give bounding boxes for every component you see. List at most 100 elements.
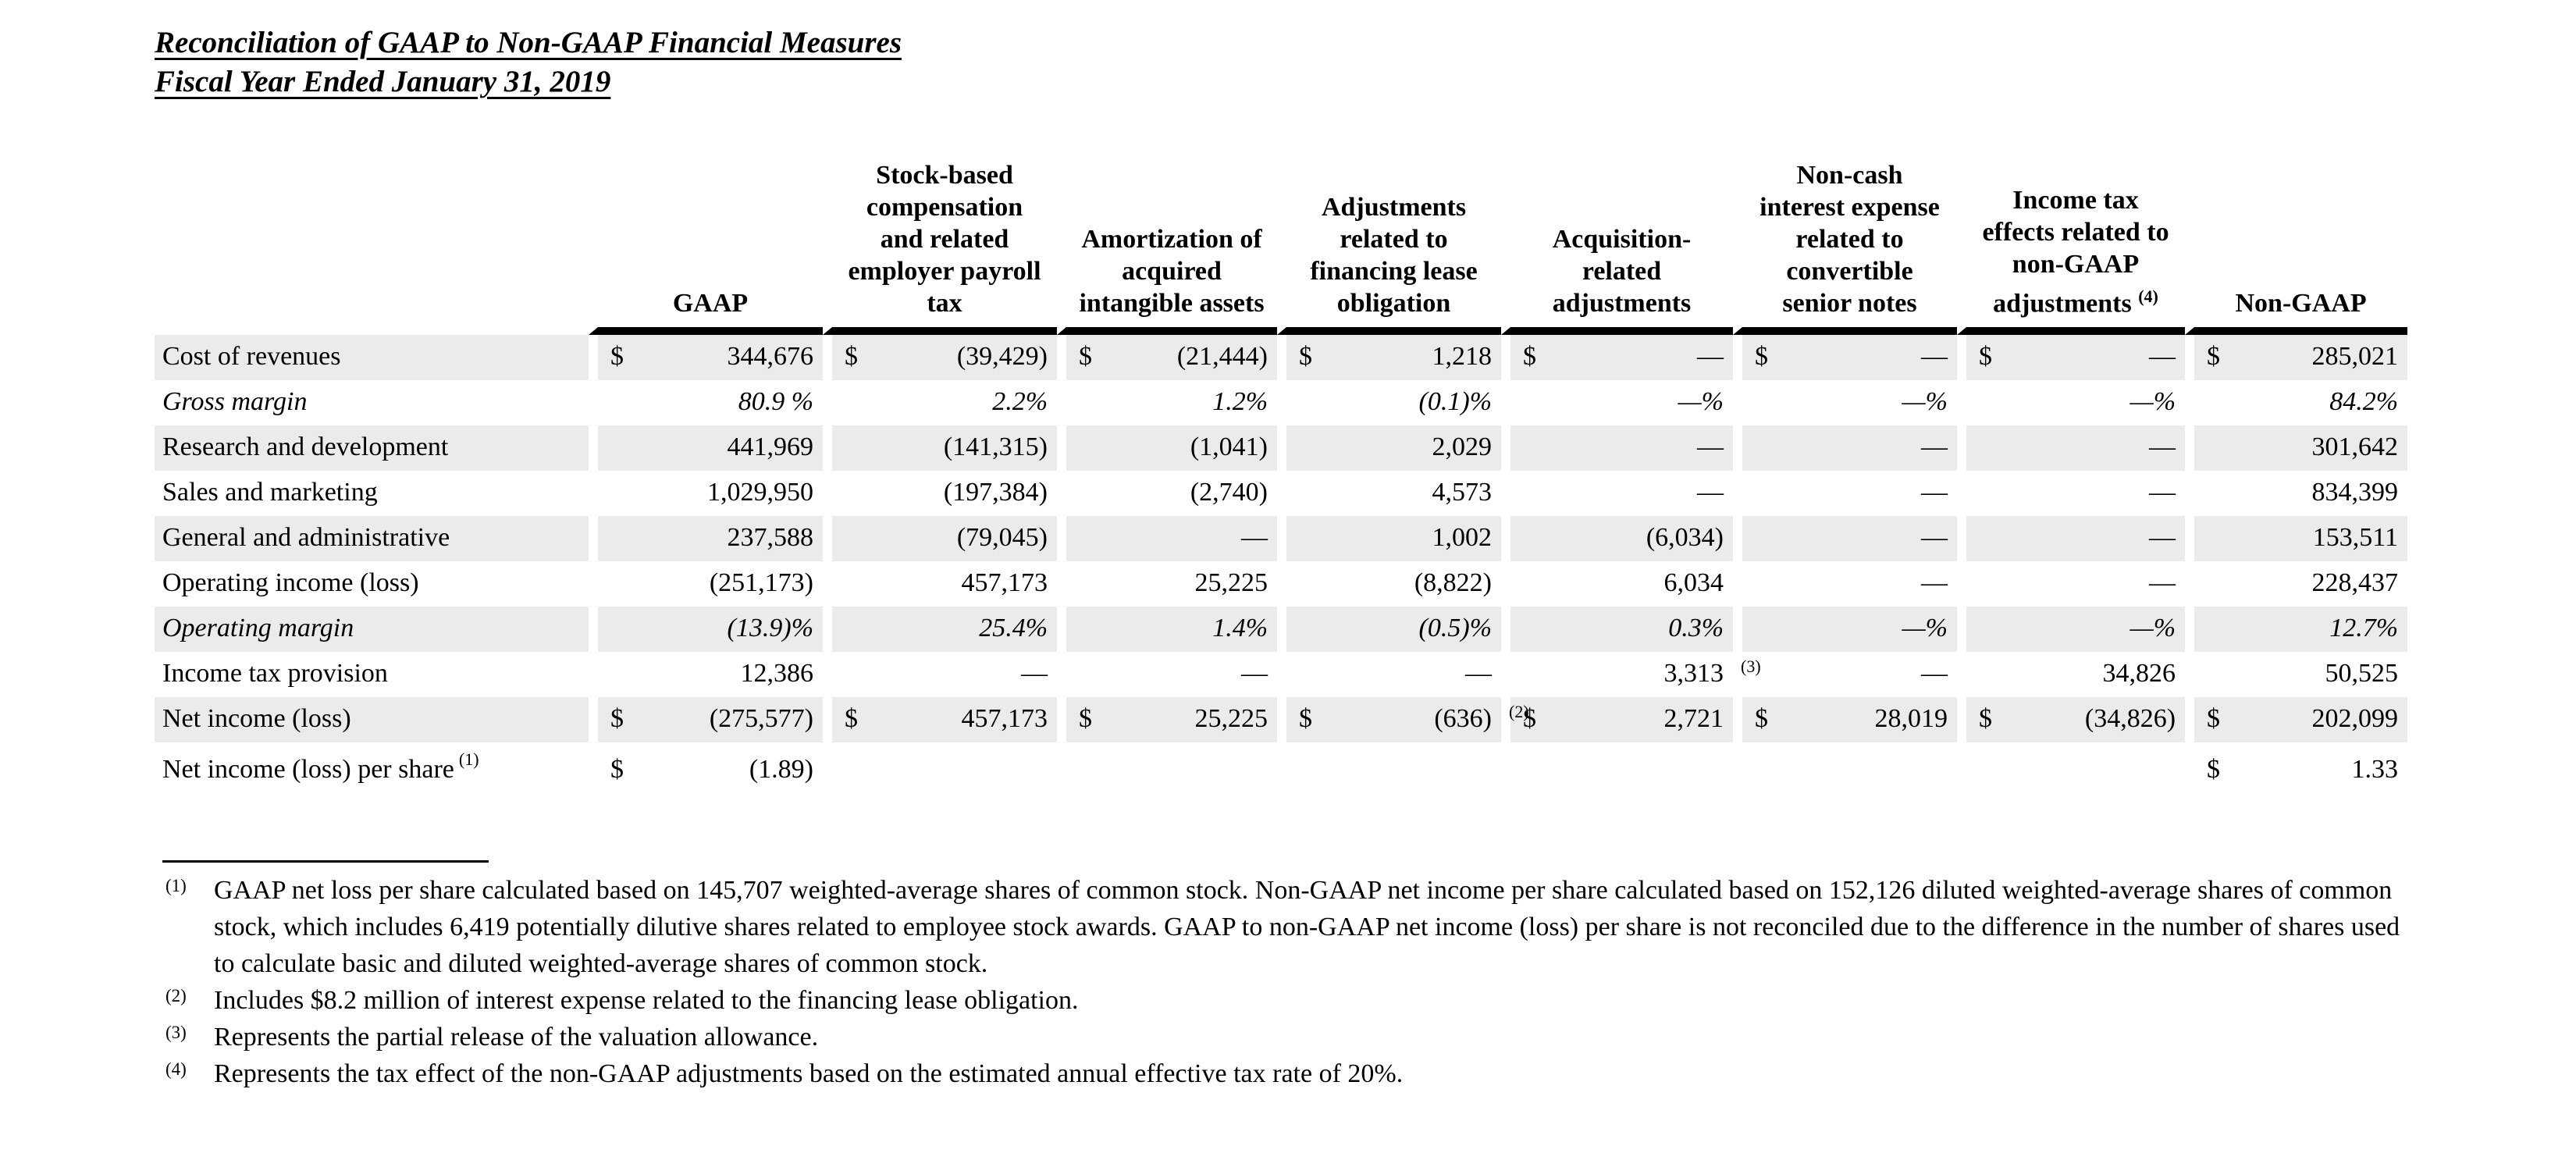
currency-cell [1277,561,1324,607]
value-cell: — [1550,335,1734,380]
currency-cell: $ [2185,697,2233,742]
value-cell: —% [1678,387,1724,416]
value-cell: —% [1902,387,1948,416]
value-cell: — [1921,478,1948,507]
currency-cell [1501,742,1550,793]
value-cell: —% [1780,607,1958,652]
value-cell: 34,826 [2102,659,2176,688]
currency-cell [1057,516,1105,561]
value-cell: (0.5)% [1324,607,1502,652]
table-row-cost-of-revenues: Cost of revenues $344,676 $ (39,429) $ (21… [155,335,2408,380]
value-cell: 80.9 % [738,387,814,416]
column-header-non-gaap: Non-GAAP [2185,159,2408,335]
value-cell: 228,437 [2311,568,2399,597]
value-cell [1324,742,1501,793]
value-cell: — [1104,516,1278,561]
currency-cell [1057,471,1104,516]
currency-cell [589,561,639,607]
value-cell: 50,525 [2325,659,2399,688]
value-cell: 2.2% [992,387,1048,416]
value-cell: 12.7% [2232,607,2408,652]
table-row-operating-income: Operating income (loss) (251,173) 457,17… [155,561,2407,607]
row-label: Cost of revenues [155,335,589,380]
currency-cell: $ [1501,697,1550,742]
footnote-marker: (3) [165,1023,187,1042]
value-cell [1104,742,1277,793]
row-label: Research and development [155,425,589,471]
value-cell: — [1780,335,1958,380]
value-cell: 2,721 [1550,697,1734,742]
currency-cell [1277,742,1324,793]
currency-cell [1957,652,2004,697]
value-cell: 1,218 [1324,335,1502,380]
row-label: Sales and marketing [162,478,378,507]
value-cell: 0.3% [1550,607,1734,652]
column-header-stock-comp: Stock-based compensation and related emp… [823,159,1058,335]
value-cell: 1.2% [1212,387,1268,416]
value-cell: 28,019 [1780,697,1958,742]
row-label: Net income (loss) per share (1) [162,749,479,784]
currency-cell [1957,607,2005,652]
value-cell: — [2149,568,2176,597]
row-label: Operating margin [155,607,589,652]
value-cell: (275,577) [639,697,824,742]
currency-cell: $ [823,335,873,380]
table-row-net-income: Net income (loss) $ (275,577) $457,173 $2… [155,697,2408,742]
currency-cell: $ [589,335,639,380]
currency-cell [589,516,639,561]
value-cell: (636) (2) [1324,697,1529,742]
reconciliation-table: GAAP Stock-based compensation and relate… [155,159,2408,793]
value-cell: 202,099 [2232,697,2408,742]
column-header-financing-lease: Adjustments related to financing lease o… [1277,159,1502,335]
currency-cell [823,561,873,607]
currency-cell [1501,652,1550,697]
value-cell: — [1921,568,1948,597]
value-cell: 457,173 [961,568,1048,597]
value-cell: 1,029,950 [707,478,814,507]
value-cell: (21,444) [1104,335,1278,380]
page-subtitle: Fiscal Year Ended January 31, 2019 [155,65,611,98]
value-cell: — [1021,659,1048,688]
value-cell: 1.33 [2351,755,2399,784]
value-cell: — [1780,425,1958,471]
currency-cell [2185,425,2233,471]
footnote-divider [162,860,489,863]
currency-cell [1057,607,1105,652]
currency-cell [2185,607,2233,652]
currency-cell [1501,516,1550,561]
currency-cell [1277,425,1325,471]
row-label: Operating income (loss) [162,568,419,597]
currency-cell [589,652,639,697]
currency-cell [1957,516,2005,561]
currency-cell: $ [1957,697,2005,742]
footnote-ref-1: (1) [458,749,479,769]
currency-cell [1501,607,1550,652]
value-cell: (251,173) [709,568,814,597]
currency-cell [1733,425,1781,471]
currency-cell [589,607,639,652]
value-cell: 6,034 [1663,568,1724,597]
currency-cell [1501,561,1550,607]
value-cell: 457,173 [873,697,1058,742]
column-header-gaap: GAAP [589,159,824,335]
value-cell: — [2004,335,2186,380]
value-cell: (8,822) [1414,568,1493,597]
header-spacer [155,159,589,335]
value-cell: 1,002 [1324,516,1502,561]
footnote-4: (4) Represents the tax effect of the non… [155,1055,2498,1092]
currency-cell [1733,742,1780,793]
currency-cell [1733,607,1781,652]
value-cell: — [1780,516,1958,561]
currency-cell: $ [2185,742,2232,793]
value-cell: 285,021 [2232,335,2408,380]
currency-cell: $ [823,697,873,742]
value-cell [2004,742,2185,793]
value-cell: — [2004,516,2186,561]
value-cell: (1,041) [1104,425,1278,471]
currency-cell: $ [2185,335,2233,380]
value-cell: 84.2% [2329,387,2399,416]
value-cell [1780,742,1957,793]
currency-cell [1057,380,1104,425]
currency-cell [823,425,873,471]
value-cell: 2,029 [1324,425,1502,471]
